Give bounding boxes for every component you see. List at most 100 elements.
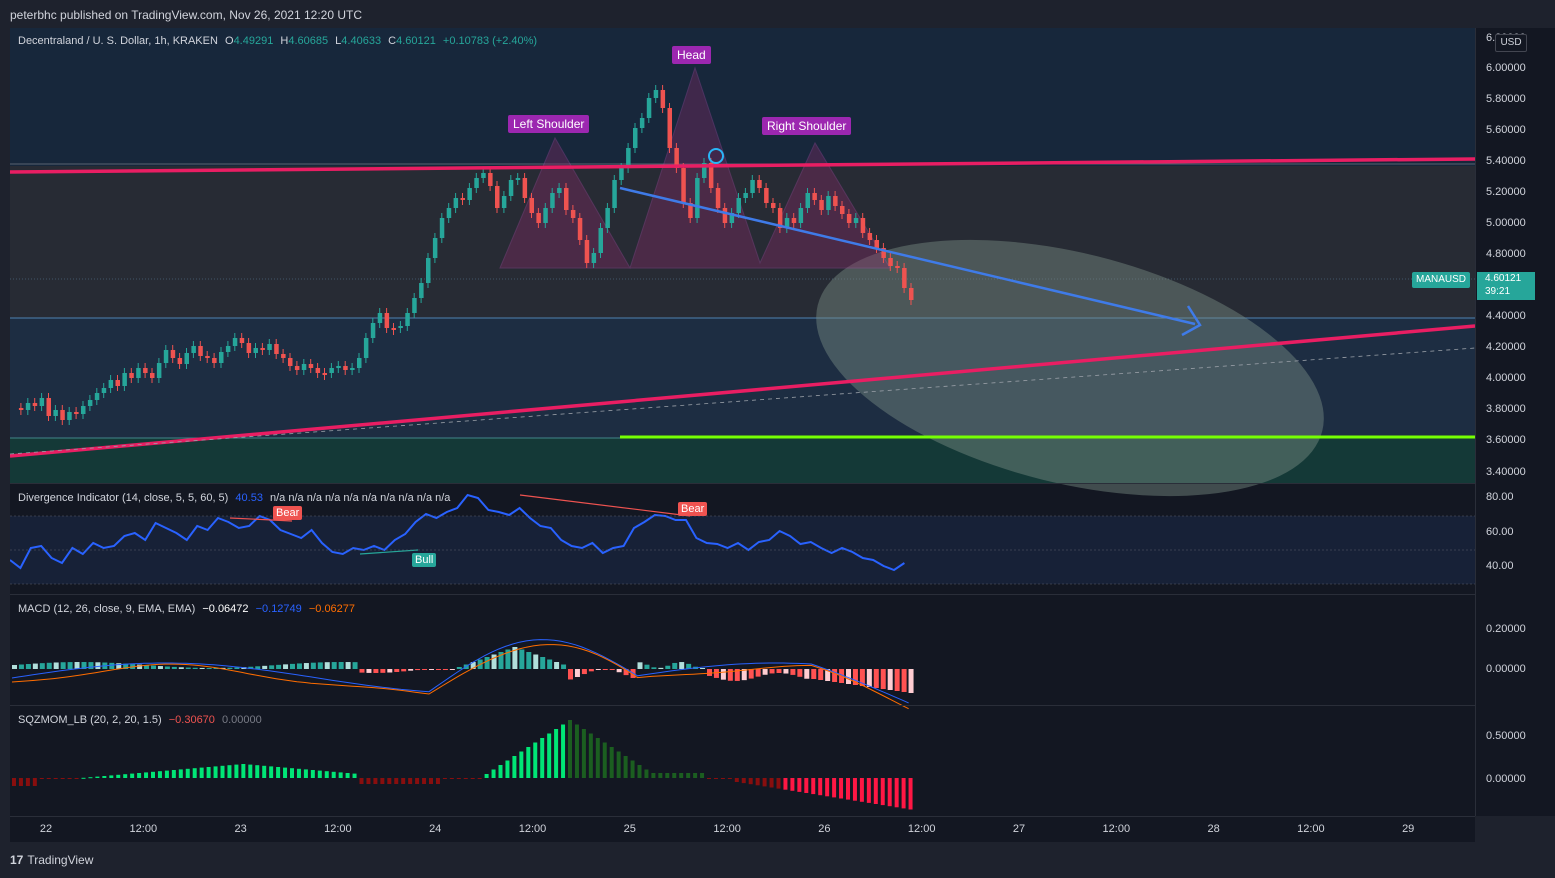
- sqz-bar: [310, 770, 315, 778]
- candle-body: [743, 193, 748, 198]
- macd-bar: [456, 667, 462, 669]
- macd-bar: [345, 662, 351, 669]
- candle-body: [667, 108, 672, 148]
- macd-title[interactable]: MACD (12, 26, close, 9, EMA, EMA): [18, 603, 196, 615]
- sqz-bar: [734, 778, 739, 782]
- macd-bar: [547, 659, 553, 669]
- macd-bar: [220, 667, 226, 669]
- macd-bar: [574, 669, 580, 678]
- pane-separator[interactable]: [10, 594, 1475, 595]
- sqz-bar: [463, 778, 468, 779]
- sqz-bar: [547, 733, 552, 778]
- chart-canvas[interactable]: [10, 28, 1475, 816]
- last-price: 4.60121: [1485, 273, 1522, 284]
- macd-bar: [25, 664, 31, 669]
- candle-body: [819, 200, 824, 210]
- sqz-bar: [109, 775, 114, 778]
- left-shoulder-label: Left Shoulder: [508, 115, 590, 133]
- symbol-title[interactable]: Decentraland / U. S. Dollar, 1h, KRAKEN: [18, 35, 218, 47]
- sqz-bar: [25, 778, 30, 786]
- macd-bar: [873, 669, 879, 688]
- sqz-bar: [852, 778, 857, 801]
- sqz-bar: [199, 767, 204, 778]
- sqz-bar: [679, 773, 684, 778]
- sqz-bar: [164, 770, 169, 778]
- currency-button[interactable]: USD: [1495, 34, 1527, 52]
- macd-bar: [804, 669, 810, 679]
- candle-body: [101, 388, 107, 393]
- price-tick: 3.40000: [1486, 466, 1526, 478]
- sqz-bar: [498, 765, 503, 778]
- macd-bar: [39, 663, 45, 669]
- macd-bar: [331, 662, 337, 669]
- time-tick: 28: [1207, 823, 1220, 835]
- sqz-bar: [102, 776, 107, 778]
- macd-bar: [880, 669, 886, 689]
- candle-body: [432, 238, 438, 258]
- macd-bar: [171, 666, 177, 669]
- price-tick: 5.40000: [1486, 155, 1526, 167]
- time-tick: 29: [1402, 823, 1415, 835]
- macd-bar: [144, 665, 150, 669]
- candle-body: [508, 180, 514, 196]
- sqz-bar: [171, 770, 176, 778]
- sqz-bar: [46, 778, 51, 779]
- candle-body: [191, 346, 196, 353]
- macd-bar: [157, 666, 163, 669]
- candle-body: [81, 406, 86, 414]
- candle-body: [239, 338, 245, 343]
- sqz-bar: [241, 764, 246, 778]
- sqz-bar: [887, 778, 892, 807]
- sqz-bar: [18, 778, 23, 786]
- candle-body: [846, 214, 852, 223]
- macd-bar: [429, 669, 434, 670]
- bear-label-2: Bear: [678, 502, 708, 516]
- tradingview-brand[interactable]: 17 TradingView: [10, 853, 93, 867]
- sqz-bar: [151, 771, 155, 778]
- ohlc-high: 4.60685: [288, 35, 329, 47]
- candle-body: [750, 180, 755, 193]
- candle-body: [136, 368, 141, 378]
- candle-body: [446, 208, 452, 218]
- sqz-bar: [296, 768, 301, 778]
- macd-bar: [234, 667, 240, 669]
- candle-body: [495, 186, 500, 208]
- macd-legend: MACD (12, 26, close, 9, EMA, EMA) −0.064…: [18, 603, 359, 615]
- sqz-bar: [741, 778, 746, 784]
- sqz-title[interactable]: SQZMOM_LB (20, 2, 20, 1.5): [18, 714, 162, 726]
- time-tick: 12:00: [1297, 823, 1325, 835]
- divergence-tick: 60.00: [1486, 526, 1514, 538]
- sqz-bar: [67, 778, 72, 779]
- footer: 17 TradingView: [0, 842, 1555, 878]
- candle-body: [522, 178, 528, 198]
- pane-separator[interactable]: [10, 483, 1475, 484]
- price-tick: 4.00000: [1486, 372, 1526, 384]
- candle-body: [895, 266, 900, 268]
- macd-bar: [185, 667, 191, 669]
- chart-area[interactable]: Decentraland / U. S. Dollar, 1h, KRAKEN …: [10, 28, 1475, 816]
- sqz-bar: [825, 778, 830, 797]
- sqz-value-2: 0.00000: [221, 714, 262, 726]
- bear-label-1: Bear: [273, 506, 303, 520]
- sqz-bar: [790, 778, 795, 791]
- macd-bar: [32, 663, 38, 669]
- sqz-bar: [846, 778, 850, 800]
- candle-body: [253, 348, 258, 353]
- time-axis[interactable]: 22 12:00 23 12:00 24 12:00 25 12:00 26 12:00 27 12:…: [10, 816, 1475, 843]
- sqz-bar: [116, 774, 121, 778]
- candle-body: [736, 198, 741, 213]
- sqz-bar: [713, 778, 718, 779]
- sqz-bar: [533, 742, 538, 778]
- macd-bar: [707, 669, 712, 676]
- sqz-bar: [707, 778, 711, 779]
- divergence-title[interactable]: Divergence Indicator (14, close, 5, 5, 6…: [18, 492, 229, 504]
- pane-separator[interactable]: [10, 705, 1475, 706]
- price-axis[interactable]: 6.200006.000005.800005.600005.400005.200…: [1475, 28, 1555, 816]
- symbol-tag: MANAUSD: [1412, 272, 1471, 288]
- sqz-bar: [262, 765, 267, 778]
- candle-body: [909, 288, 914, 300]
- candle-body: [729, 213, 735, 223]
- candle-body: [350, 368, 355, 370]
- candle-body: [598, 228, 603, 253]
- sqz-bar: [623, 756, 628, 778]
